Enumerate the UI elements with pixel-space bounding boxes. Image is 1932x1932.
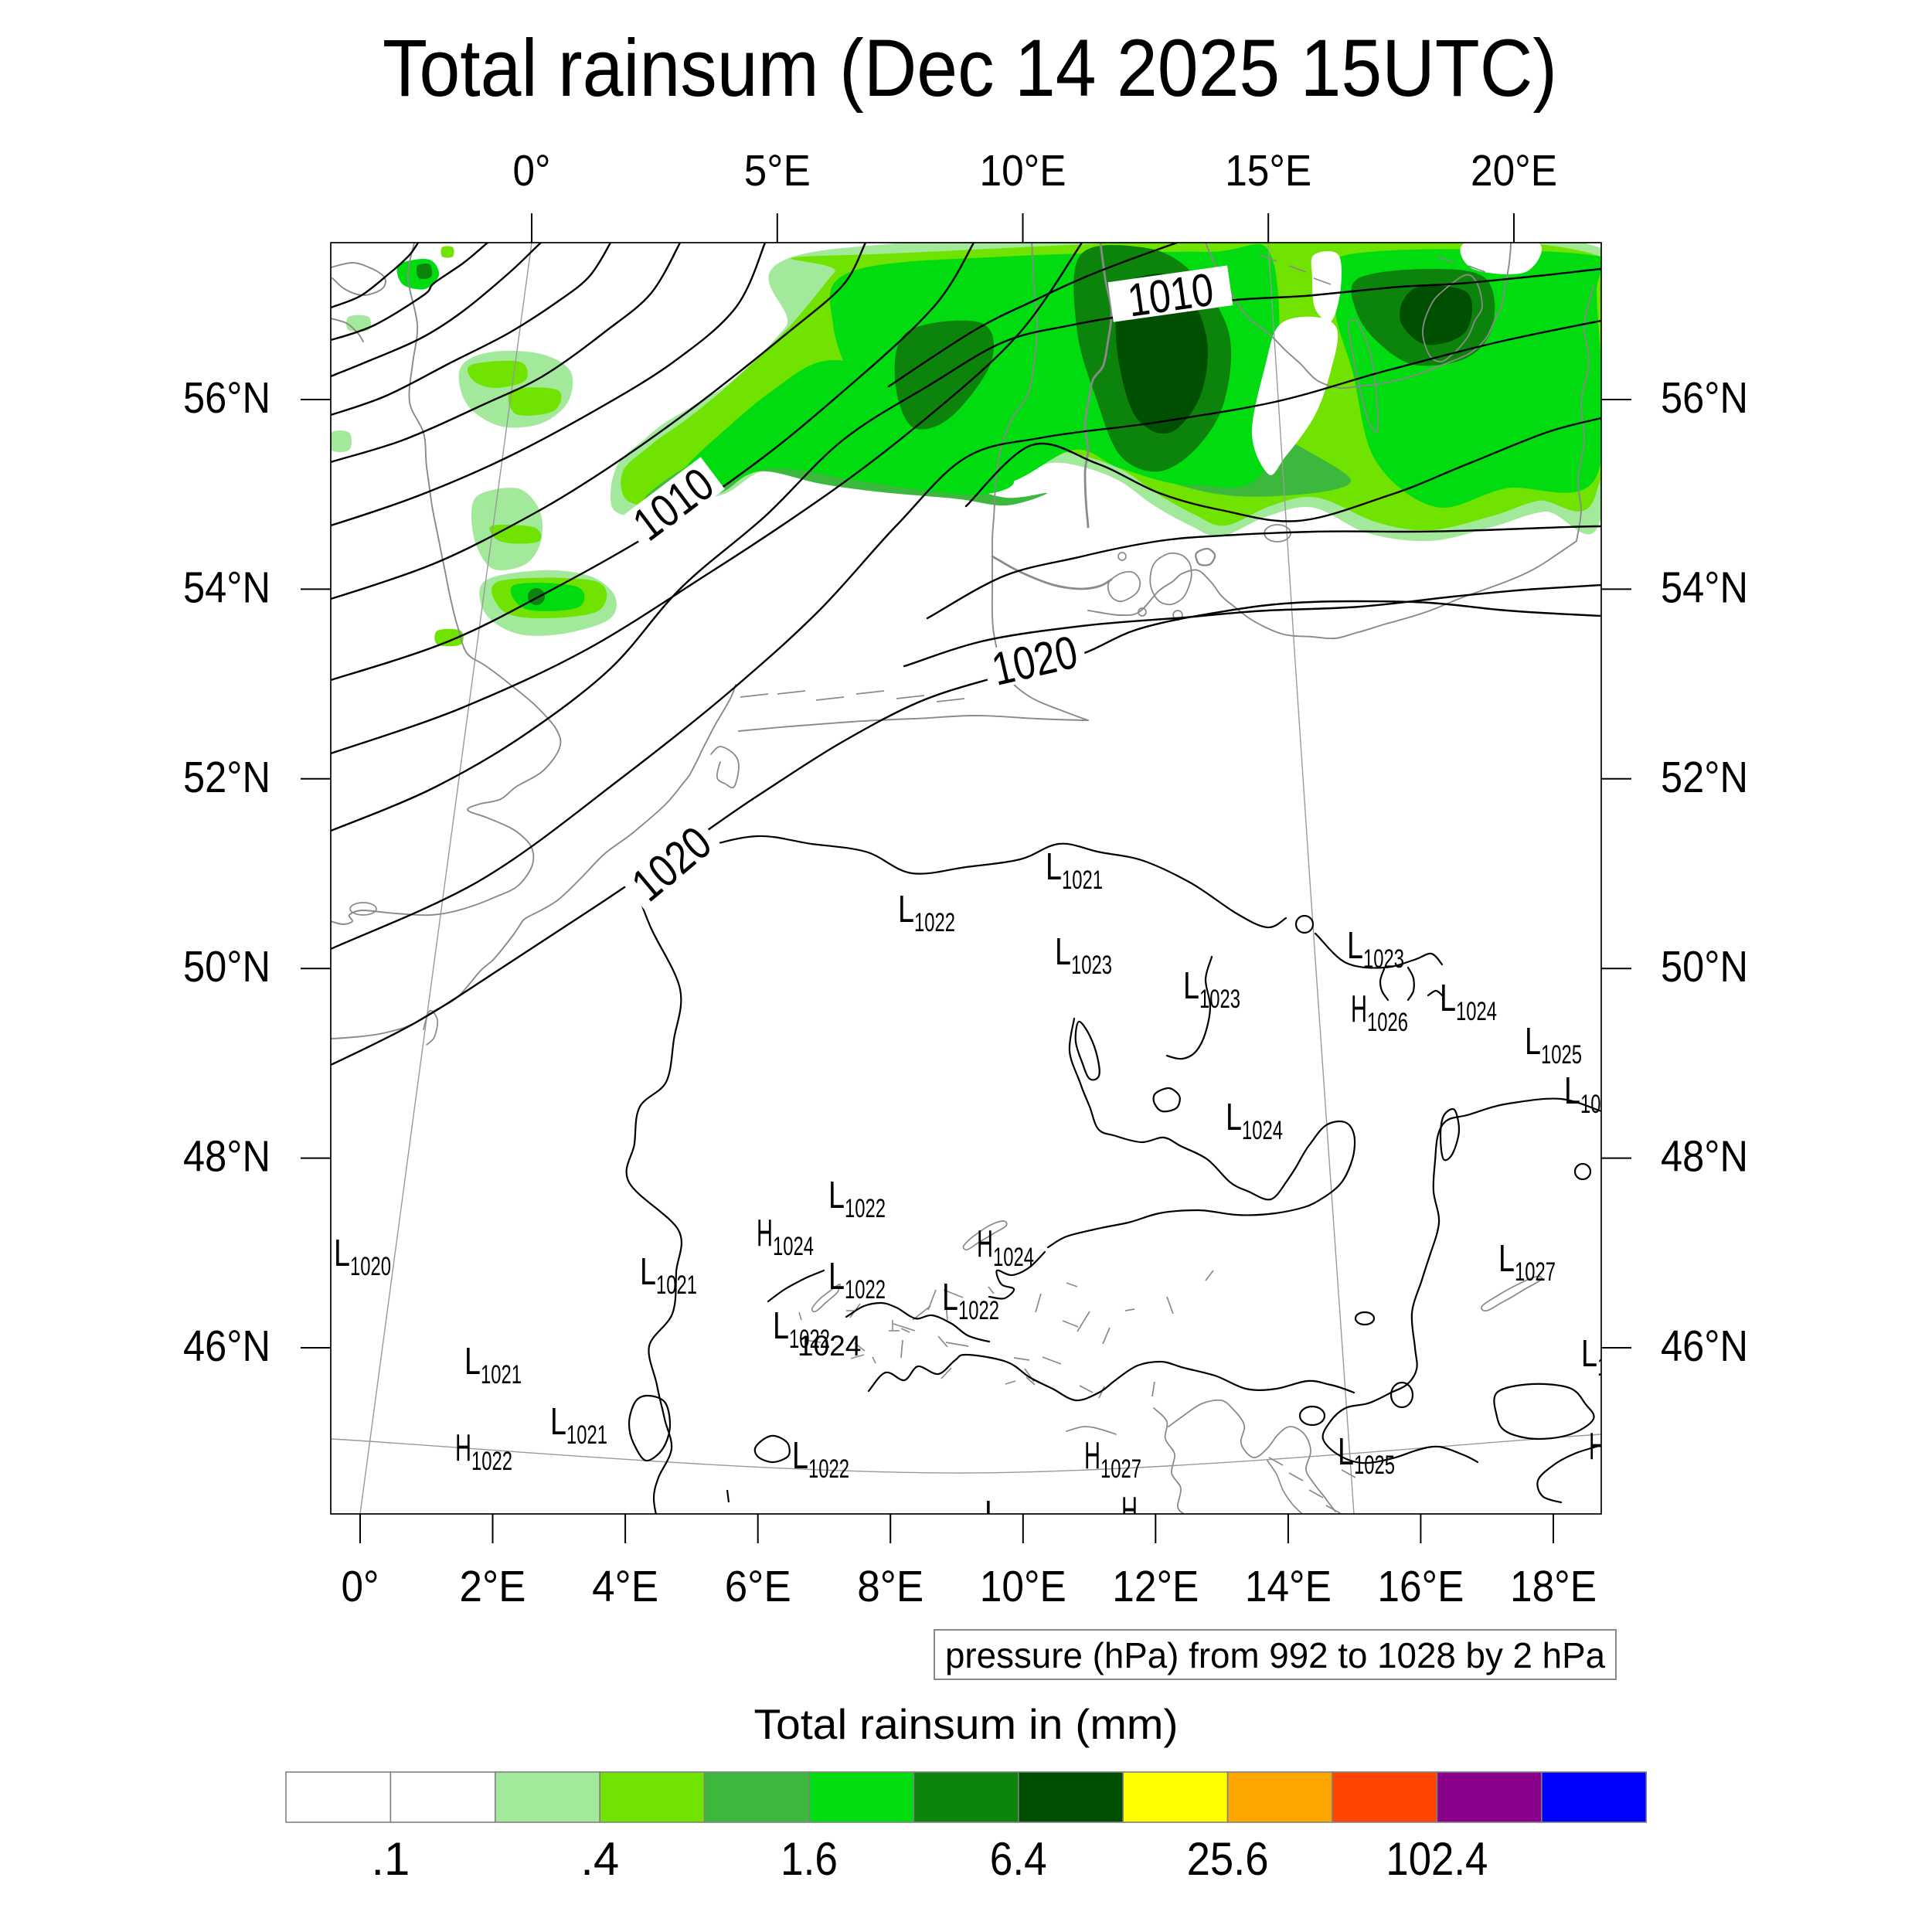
- svg-text:pressure (hPa) from 992 to 102: pressure (hPa) from 992 to 1028 by 2 hPa: [945, 1635, 1605, 1675]
- svg-text:L1027: L1027: [1498, 1238, 1556, 1287]
- svg-text:H1026: H1026: [1589, 1426, 1646, 1475]
- svg-text:L1023: L1023: [1055, 931, 1112, 980]
- svg-text:L1022: L1022: [942, 1277, 999, 1325]
- svg-text:0°: 0°: [342, 1562, 379, 1611]
- svg-text:L1020: L1020: [334, 1233, 391, 1281]
- svg-text:H1026: H1026: [1351, 988, 1408, 1037]
- svg-text:.4: .4: [580, 1833, 619, 1885]
- svg-text:H1024: H1024: [757, 1213, 814, 1261]
- svg-text:L1021: L1021: [640, 1251, 697, 1300]
- svg-text:14°E: 14°E: [1245, 1562, 1332, 1611]
- svg-text:0°: 0°: [513, 146, 551, 196]
- svg-text:102.4: 102.4: [1386, 1833, 1488, 1885]
- svg-text:Total rainsum in (mm): Total rainsum in (mm): [754, 1700, 1179, 1748]
- svg-text:50°N: 50°N: [183, 942, 270, 992]
- svg-text:Total rainsum (Dec 14 2025 15U: Total rainsum (Dec 14 2025 15UTC): [383, 23, 1557, 114]
- svg-text:12°E: 12°E: [1112, 1562, 1199, 1611]
- svg-text:L1021: L1021: [550, 1401, 607, 1450]
- svg-text:H1022: H1022: [455, 1427, 512, 1476]
- svg-text:50°N: 50°N: [1661, 942, 1748, 992]
- svg-text:L1025: L1025: [1338, 1431, 1395, 1480]
- svg-text:L1022: L1022: [792, 1435, 849, 1484]
- svg-text:10°E: 10°E: [980, 1562, 1066, 1611]
- svg-text:5°E: 5°E: [744, 146, 811, 196]
- svg-text:18°E: 18°E: [1510, 1562, 1597, 1611]
- svg-text:52°N: 52°N: [183, 753, 270, 802]
- svg-text:46°N: 46°N: [183, 1321, 270, 1371]
- svg-text:46°N: 46°N: [1661, 1321, 1748, 1371]
- svg-text:H1027: H1027: [1084, 1435, 1141, 1484]
- svg-text:L1024: L1024: [1226, 1097, 1283, 1145]
- svg-text:H1027: H1027: [1121, 1490, 1179, 1539]
- svg-text:L1021: L1021: [1046, 846, 1103, 895]
- svg-text:1.6: 1.6: [781, 1833, 838, 1885]
- svg-text:54°N: 54°N: [1661, 563, 1748, 612]
- svg-text:L1022: L1022: [773, 1305, 830, 1354]
- svg-text:8°E: 8°E: [857, 1562, 923, 1611]
- svg-text:L1023: L1023: [1347, 925, 1404, 974]
- svg-text:L1021: L1021: [464, 1341, 522, 1389]
- svg-text:4°E: 4°E: [592, 1562, 658, 1611]
- svg-text:L1028: L1028: [1581, 1333, 1638, 1382]
- svg-text:48°N: 48°N: [1661, 1132, 1748, 1182]
- svg-text:L1022: L1022: [828, 1256, 886, 1304]
- svg-text:25.6: 25.6: [1187, 1833, 1269, 1885]
- svg-text:1024: 1024: [798, 1330, 861, 1362]
- svg-text:6°E: 6°E: [725, 1562, 791, 1611]
- svg-text:1010: 1010: [1124, 264, 1216, 327]
- svg-text:56°N: 56°N: [1661, 373, 1748, 423]
- svg-text:16°E: 16°E: [1377, 1562, 1464, 1611]
- svg-text:6.4: 6.4: [990, 1833, 1047, 1885]
- svg-text:.1: .1: [371, 1833, 410, 1885]
- svg-text:52°N: 52°N: [1661, 753, 1748, 802]
- svg-text:10°E: 10°E: [980, 146, 1066, 196]
- svg-text:H1024: H1024: [977, 1223, 1034, 1272]
- svg-text:L1026: L1026: [1564, 1070, 1621, 1119]
- svg-text:L1025: L1025: [1525, 1021, 1582, 1070]
- svg-text:20°E: 20°E: [1471, 146, 1557, 196]
- svg-text:48°N: 48°N: [183, 1132, 270, 1182]
- svg-text:54°N: 54°N: [183, 563, 270, 612]
- svg-text:15°E: 15°E: [1225, 146, 1311, 196]
- svg-text:L1022: L1022: [828, 1175, 886, 1223]
- svg-text:L1023: L1023: [1183, 965, 1240, 1014]
- svg-text:2°E: 2°E: [460, 1562, 526, 1611]
- svg-text:56°N: 56°N: [183, 373, 270, 423]
- svg-text:L1022: L1022: [898, 889, 955, 937]
- svg-text:L1024: L1024: [1440, 978, 1497, 1026]
